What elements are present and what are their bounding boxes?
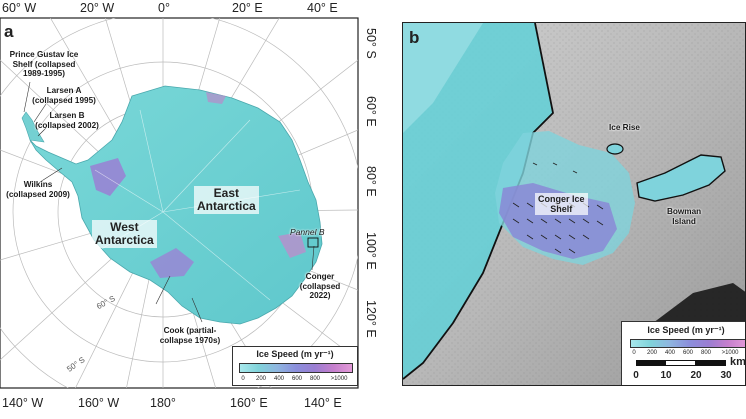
lon-label-right-5: 120° E <box>364 300 378 338</box>
scale-tick: 30 <box>720 370 732 381</box>
annotation-prince-gustav: Prince Gustav Ice Shelf (collapsed 1989-… <box>9 50 79 78</box>
fast-flow-west <box>90 158 126 196</box>
lon-label-top-1: 60° W <box>2 1 37 15</box>
scale-bar <box>636 360 726 366</box>
lon-label-bottom-2: 160° W <box>78 396 120 410</box>
sea-ice-cyan-region <box>403 23 553 379</box>
scale-unit: km <box>730 356 746 368</box>
color-ramp-b <box>630 339 745 348</box>
legend-tick: >1000 <box>721 350 739 356</box>
panel-a-letter: a <box>4 22 14 41</box>
legend-tick: 400 <box>664 350 676 356</box>
legend-panel-a: Ice Speed (m yr⁻¹) 0 200 400 600 800 >10… <box>232 346 358 386</box>
legend-title-a: Ice Speed (m yr⁻¹) <box>256 349 334 359</box>
legend-tick: 800 <box>309 376 321 382</box>
color-ramp-a <box>239 363 353 373</box>
legend-tick: 800 <box>700 350 712 356</box>
lon-label-top-5: 40° E <box>307 1 338 15</box>
legend-tick: 0 <box>632 350 636 356</box>
legend-tick: 200 <box>255 376 267 382</box>
lon-label-bottom-3: 180° <box>150 396 176 410</box>
legend-tick: 600 <box>291 376 303 382</box>
label-bowman-island: Bowman Island <box>667 207 702 226</box>
legend-tick: 0 <box>241 376 245 382</box>
conger-satellite-graphic <box>403 23 745 385</box>
legend-panel-b: Ice Speed (m yr⁻¹) 0 200 400 600 800 >10… <box>621 321 746 385</box>
lon-label-top-2: 20° W <box>80 1 115 15</box>
annotation-conger: Conger (collapsed 2022) <box>299 272 341 300</box>
lon-label-bottom-5: 140° E <box>304 396 342 410</box>
lon-label-right-4: 100° E <box>364 232 378 270</box>
annotation-cook: Cook (partial- collapse 1970s) <box>159 326 221 345</box>
region-label-east-antarctica: East Antarctica <box>194 186 259 214</box>
scale-tick: 20 <box>690 370 702 381</box>
region-label-west-antarctica: West Antarctica <box>92 220 157 248</box>
panel-b-conger-satellite: b Ice Rise Conger Ice Shelf Bowman Islan… <box>402 22 746 386</box>
lon-label-bottom-4: 160° E <box>230 396 268 410</box>
label-conger-ice-shelf: Conger Ice Shelf <box>535 193 588 215</box>
label-ice-rise: Ice Rise <box>609 123 640 132</box>
lon-label-bottom-1: 140° W <box>2 396 44 410</box>
legend-tick: 200 <box>646 350 658 356</box>
annotation-larsen-b: Larsen B (collapsed 2002) <box>35 111 99 130</box>
annotation-larsen-a: Larsen A (collapsed 1995) <box>32 86 96 105</box>
panel-b-letter: b <box>409 28 420 47</box>
scale-tick: 10 <box>660 370 672 381</box>
lon-label-right-3: 80° E <box>364 166 378 197</box>
legend-tick: >1000 <box>330 376 348 382</box>
annotation-wilkins: Wilkins (collapsed 2009) <box>6 180 70 199</box>
lon-label-right-1: 50° S <box>364 28 378 59</box>
bowman-island-outline <box>636 154 726 202</box>
legend-title-b: Ice Speed (m yr⁻¹) <box>647 325 725 335</box>
annotation-pannel-b: Pannel B <box>290 227 325 237</box>
leader-lines <box>23 81 315 323</box>
fast-flow-ross <box>150 248 194 278</box>
lon-label-top-3: 0° <box>158 1 170 15</box>
lon-label-top-4: 20° E <box>232 1 263 15</box>
flow-lines <box>94 109 301 301</box>
lon-label-right-2: 60° E <box>364 96 378 127</box>
legend-tick: 600 <box>682 350 694 356</box>
fast-flow-east <box>278 232 306 258</box>
fast-flow-north <box>206 92 226 104</box>
antarctica-continent <box>29 85 323 325</box>
pannel-b-box <box>307 237 319 248</box>
antarctic-peninsula <box>21 111 45 143</box>
ice-rise-outline <box>606 143 624 155</box>
legend-tick: 400 <box>273 376 285 382</box>
scale-tick: 0 <box>633 370 639 381</box>
panel-a-antarctica-map: a 60° W 20° W 0° 20° E 40° E 140° W 160°… <box>0 1 378 410</box>
